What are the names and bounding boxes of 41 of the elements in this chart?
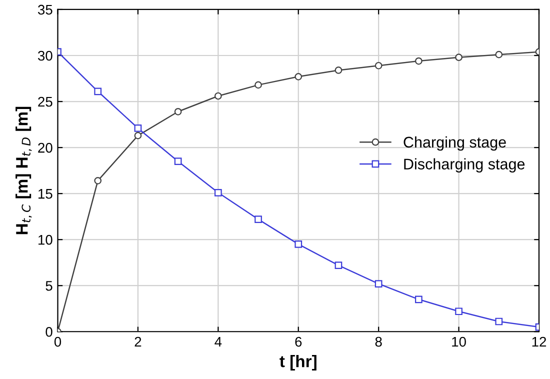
point	[334, 66, 342, 74]
y-tick-label: 5	[46, 281, 52, 291]
x-tick-label: 4	[214, 336, 222, 347]
x-tick-label: 8	[375, 336, 382, 347]
point	[415, 57, 422, 65]
x-axis-title: t [hr]	[280, 354, 316, 371]
y-tick-label: 30	[38, 50, 52, 61]
point	[374, 62, 382, 70]
point	[294, 240, 302, 248]
point	[254, 81, 262, 89]
point	[455, 54, 462, 62]
point	[134, 132, 142, 140]
x-tick-label: 12	[532, 336, 546, 347]
point	[374, 280, 382, 288]
x-tick-label: 2	[134, 336, 142, 347]
x-tick-label: 10	[452, 336, 466, 347]
point	[294, 72, 302, 80]
point	[334, 262, 342, 270]
legend-label: Discharging stage	[404, 158, 525, 173]
point	[94, 176, 102, 184]
point	[254, 216, 262, 224]
y-tick-label: 10	[38, 234, 52, 245]
point	[455, 308, 462, 316]
y-tick-label: 0	[46, 326, 52, 337]
point	[415, 296, 422, 304]
point	[214, 188, 222, 196]
point	[495, 50, 503, 58]
y-tick-label: 25	[38, 96, 52, 107]
legend-label: Charging stage	[404, 136, 506, 151]
point	[495, 318, 503, 326]
y-tick-label: 20	[38, 142, 52, 153]
y-tick-label: 15	[38, 189, 52, 199]
point	[134, 124, 142, 132]
y-axis-title: H$_{t,C}$ [m] H$_{t,D}$ [m]	[16, 106, 32, 234]
point	[174, 158, 182, 166]
point	[174, 108, 182, 116]
x-tick-label: 6	[295, 336, 302, 347]
y-tick-label: 35	[38, 4, 52, 15]
point	[94, 88, 102, 96]
point	[214, 92, 222, 100]
x-tick-label: 0	[54, 336, 62, 347]
